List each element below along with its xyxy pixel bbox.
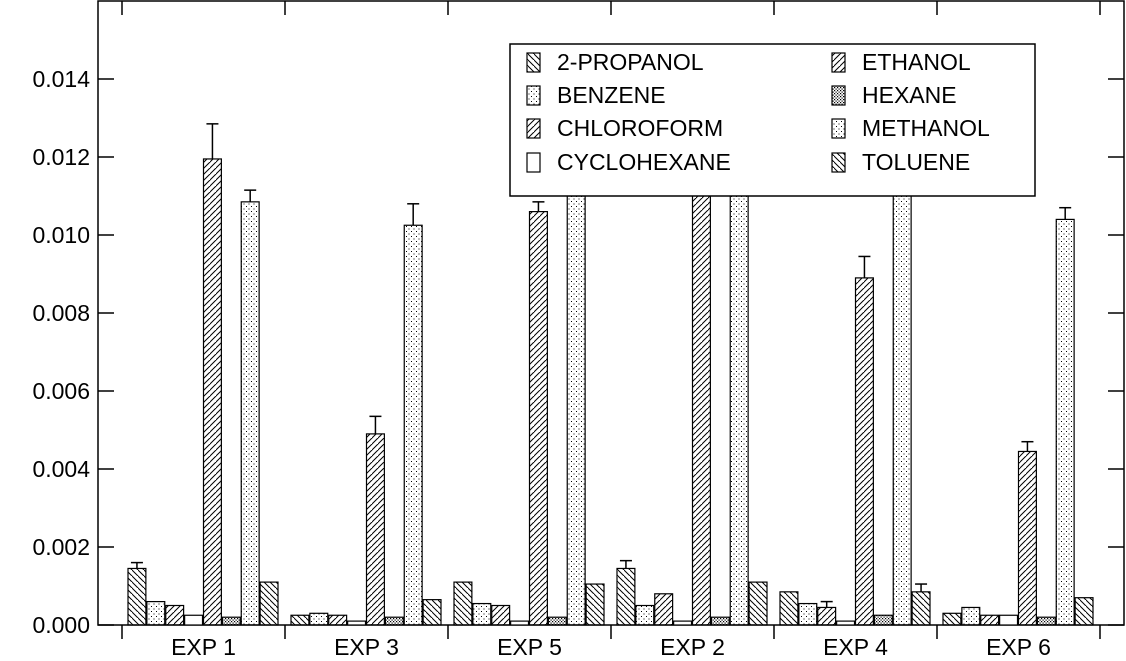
bar bbox=[290, 614, 310, 626]
legend-label: TOLUENE bbox=[862, 149, 970, 175]
x-category-label: EXP 5 bbox=[497, 634, 562, 660]
y-tick-label: 0.008 bbox=[32, 300, 90, 326]
bar bbox=[798, 602, 818, 626]
x-category-label: EXP 4 bbox=[823, 634, 888, 660]
x-category-label: EXP 6 bbox=[986, 634, 1051, 660]
legend-label: HEXANE bbox=[862, 82, 957, 108]
bar bbox=[146, 600, 166, 626]
bar bbox=[729, 181, 749, 626]
bar bbox=[980, 614, 1000, 626]
bar bbox=[854, 277, 874, 626]
bar bbox=[384, 616, 404, 626]
bar bbox=[836, 620, 856, 626]
bar bbox=[510, 620, 530, 626]
legend-swatch bbox=[831, 85, 846, 106]
bar bbox=[654, 593, 674, 626]
bar bbox=[942, 612, 962, 626]
y-tick-label: 0.012 bbox=[32, 144, 90, 170]
x-category-label: EXP 3 bbox=[334, 634, 399, 660]
legend-swatch bbox=[526, 118, 541, 139]
x-category-label: EXP 2 bbox=[660, 634, 725, 660]
legend-box bbox=[509, 43, 1036, 197]
bar bbox=[221, 616, 241, 626]
legend-label: ETHANOL bbox=[862, 49, 971, 75]
bar bbox=[453, 581, 473, 626]
legend-label: CYCLOHEXANE bbox=[557, 149, 731, 175]
bar bbox=[259, 581, 279, 626]
bar bbox=[240, 201, 260, 626]
bar bbox=[472, 602, 492, 626]
bar bbox=[528, 211, 548, 626]
legend-label: CHLOROFORM bbox=[557, 115, 723, 141]
legend-label: BENZENE bbox=[557, 82, 666, 108]
bar bbox=[961, 606, 981, 626]
bar bbox=[635, 604, 655, 626]
bar bbox=[328, 614, 348, 626]
bar bbox=[547, 616, 567, 626]
bar bbox=[184, 614, 204, 626]
x-axis: EXP 1 EXP 3 EXP 5 EXP 2 EXP 4 EXP 6 bbox=[121, 1, 1101, 660]
y-tick-label: 0.010 bbox=[32, 222, 90, 248]
legend: 2-PROPANOL BENZENE CHLOROFORM CYCLOHEXANE ET… bbox=[509, 43, 1036, 197]
bar bbox=[817, 606, 837, 626]
bar bbox=[566, 195, 586, 626]
bar bbox=[422, 599, 442, 626]
legend-swatch bbox=[831, 152, 846, 173]
bar bbox=[999, 614, 1019, 626]
legend-label: 2-PROPANOL bbox=[557, 49, 704, 75]
y-tick-label: 0.004 bbox=[32, 456, 90, 482]
bar bbox=[309, 612, 329, 626]
y-tick-label: 0.000 bbox=[32, 612, 90, 638]
bar bbox=[873, 614, 893, 626]
bar bbox=[403, 224, 423, 626]
bar bbox=[673, 620, 693, 626]
legend-swatch bbox=[526, 152, 541, 173]
bar bbox=[1036, 616, 1056, 626]
bar bbox=[202, 158, 222, 626]
x-category-label: EXP 1 bbox=[171, 634, 236, 660]
legend-label: METHANOL bbox=[862, 115, 990, 141]
bar bbox=[892, 123, 912, 626]
bar bbox=[779, 591, 799, 626]
legend-swatch bbox=[526, 52, 541, 73]
bar bbox=[1055, 218, 1075, 626]
bar bbox=[347, 620, 367, 626]
legend-swatch bbox=[831, 118, 846, 139]
bars-group bbox=[127, 103, 1094, 626]
bar bbox=[748, 581, 768, 626]
bar bbox=[365, 433, 385, 626]
bar bbox=[127, 567, 147, 626]
legend-swatch bbox=[831, 52, 846, 73]
legend-swatch bbox=[526, 85, 541, 106]
bar bbox=[911, 591, 931, 626]
y-axis: 0.000 0.002 0.004 0.006 0.008 0.010 0.012 0.014 bbox=[32, 66, 1124, 638]
bar bbox=[616, 567, 636, 626]
bar bbox=[710, 616, 730, 626]
y-tick-label: 0.006 bbox=[32, 378, 90, 404]
bar bbox=[1074, 597, 1094, 626]
bar bbox=[691, 166, 711, 626]
bar bbox=[491, 604, 511, 626]
bar bbox=[585, 583, 605, 626]
bar bbox=[1017, 450, 1037, 626]
bar bbox=[165, 604, 185, 626]
y-tick-label: 0.002 bbox=[32, 534, 90, 560]
y-tick-label: 0.014 bbox=[32, 66, 90, 92]
